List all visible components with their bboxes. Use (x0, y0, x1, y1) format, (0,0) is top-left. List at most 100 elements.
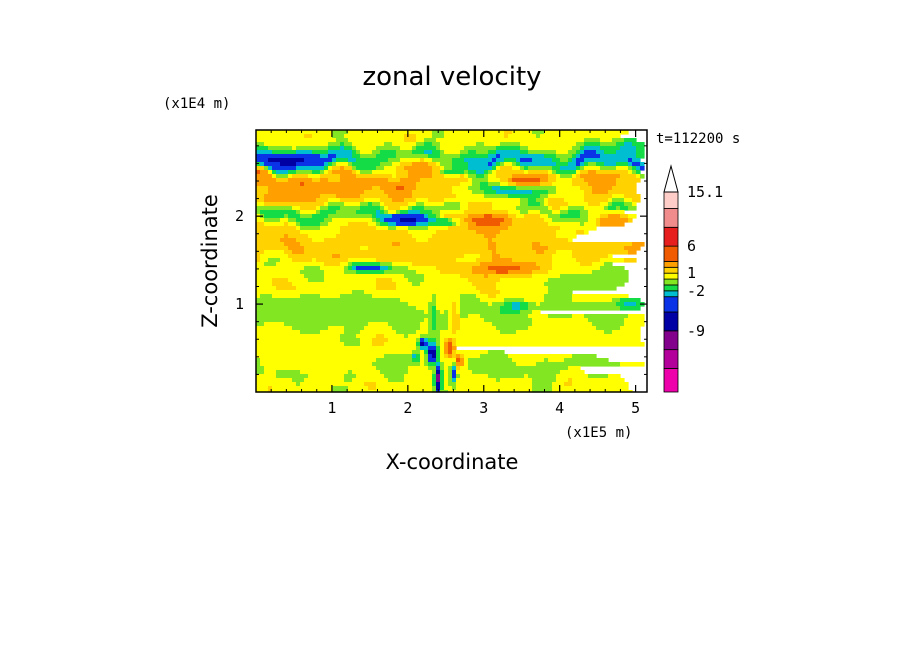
contour-cell (416, 342, 421, 347)
contour-cell (352, 146, 357, 151)
contour-cell (588, 318, 625, 323)
contour-cell (344, 266, 349, 271)
contour-cell (444, 214, 469, 219)
contour-cell (500, 290, 549, 295)
contour-cell (332, 386, 349, 391)
contour-cell (296, 146, 329, 151)
contour-cell (376, 278, 393, 283)
contour-cell (620, 206, 629, 211)
contour-cell (408, 170, 433, 175)
contour-cell (320, 178, 329, 183)
contour-cell (588, 210, 625, 215)
contour-cell (588, 218, 597, 223)
contour-cell (432, 326, 437, 331)
contour-cell (600, 222, 625, 227)
contour-cell (548, 246, 625, 251)
contour-cell (556, 178, 573, 183)
contour-cell (504, 162, 513, 167)
contour-cell (540, 214, 549, 219)
contour-cell (584, 314, 629, 319)
contour-cell (336, 154, 353, 159)
contour-cell (444, 130, 505, 135)
contour-cell (428, 342, 437, 347)
contour-cell (344, 166, 353, 171)
contour-cell (272, 150, 297, 155)
contour-cell (588, 182, 617, 187)
contour-cell (256, 262, 265, 267)
contour-cell (444, 374, 449, 379)
contour-cell (512, 166, 521, 171)
contour-cell (444, 350, 449, 355)
contour-cell (316, 210, 321, 215)
contour-cell (372, 342, 385, 347)
contour-cell (324, 274, 405, 279)
contour-cell (388, 322, 421, 327)
contour-cell (280, 238, 297, 243)
contour-cell (320, 206, 329, 211)
contour-cell (444, 166, 453, 171)
contour-cell (520, 158, 533, 163)
contour-cell (576, 170, 581, 175)
contour-cell (492, 238, 569, 243)
contour-cell (324, 218, 333, 223)
contour-cell (512, 218, 545, 223)
contour-cell (612, 186, 637, 191)
colorbar-label: -9 (687, 322, 705, 340)
contour-cell (352, 378, 389, 383)
contour-cell (496, 294, 545, 299)
contour-cell (532, 378, 557, 383)
contour-cell (296, 382, 301, 387)
contour-cell (364, 290, 481, 295)
contour-cell (496, 162, 501, 167)
contour-cell (432, 378, 437, 383)
contour-cell (368, 202, 373, 207)
contour-cell (492, 170, 497, 175)
contour-cell (400, 162, 413, 167)
contour-cell (460, 318, 485, 323)
contour-cell (628, 314, 645, 319)
contour-cell (436, 354, 441, 359)
contour-cell (444, 370, 449, 375)
contour-cell (620, 326, 641, 331)
contour-cell (488, 242, 497, 247)
contour-cell (404, 138, 417, 143)
contour-cell (432, 142, 441, 147)
contour-cell (436, 146, 441, 151)
contour-cell (292, 282, 377, 287)
contour-cell (340, 174, 357, 179)
contour-cell (628, 250, 637, 255)
contour-cell (344, 134, 405, 139)
contour-cell (452, 338, 457, 343)
contour-cell (440, 386, 445, 391)
contour-cell (560, 166, 577, 171)
contour-cell (496, 170, 525, 175)
contour-cell (452, 302, 457, 307)
contour-cell (512, 258, 553, 263)
contour-cell (256, 374, 277, 379)
contour-cell (428, 350, 437, 355)
contour-cell (592, 270, 629, 275)
contour-cell (480, 314, 529, 319)
contour-cell (276, 174, 289, 179)
contour-cell (452, 354, 457, 359)
contour-cell (288, 170, 297, 175)
contour-cell (548, 270, 593, 275)
contour-cell (256, 150, 273, 155)
contour-cell (264, 194, 321, 199)
contour-cell (440, 270, 473, 275)
contour-cell (312, 170, 321, 175)
contour-cell (440, 354, 445, 359)
contour-cell (464, 218, 473, 223)
contour-cell (440, 150, 445, 155)
x-tick-label: 1 (327, 399, 336, 417)
contour-cell (328, 146, 341, 151)
contour-cell (460, 302, 489, 307)
contour-cell (440, 334, 641, 339)
contour-cell (548, 206, 553, 211)
contour-cell (472, 190, 485, 195)
contour-cell (400, 298, 433, 303)
contour-cell (256, 330, 301, 335)
contour-cell (428, 214, 437, 219)
contour-cell (324, 238, 417, 243)
contour-cell (416, 306, 429, 311)
